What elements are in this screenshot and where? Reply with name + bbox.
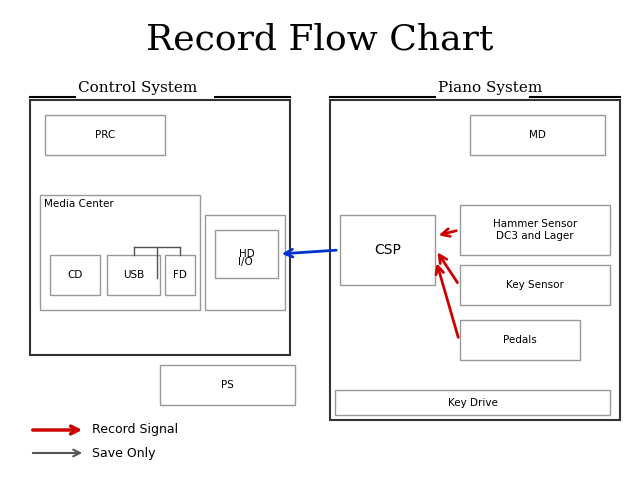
Bar xyxy=(165,255,195,295)
Text: Media Center: Media Center xyxy=(44,199,114,209)
Bar xyxy=(460,320,580,360)
Bar xyxy=(40,195,200,310)
Bar xyxy=(340,215,435,285)
Bar xyxy=(160,365,295,405)
Text: USB: USB xyxy=(123,270,144,280)
Bar xyxy=(460,265,610,305)
Text: I/O: I/O xyxy=(237,257,252,267)
Text: Control System: Control System xyxy=(78,81,197,95)
Bar xyxy=(330,100,620,420)
Bar xyxy=(215,230,278,278)
Text: Save Only: Save Only xyxy=(92,446,156,459)
Text: Piano System: Piano System xyxy=(438,81,542,95)
Text: Record Flow Chart: Record Flow Chart xyxy=(147,23,493,57)
Bar xyxy=(460,205,610,255)
Text: MD: MD xyxy=(529,130,546,140)
Text: Hammer Sensor
DC3 and Lager: Hammer Sensor DC3 and Lager xyxy=(493,219,577,241)
Text: Record Signal: Record Signal xyxy=(92,423,178,436)
Text: CSP: CSP xyxy=(374,243,401,257)
Text: Pedals: Pedals xyxy=(503,335,537,345)
Bar xyxy=(205,215,285,310)
Text: HD: HD xyxy=(239,249,254,259)
Bar xyxy=(107,255,160,295)
Text: PS: PS xyxy=(221,380,234,390)
Text: PRC: PRC xyxy=(95,130,115,140)
Text: FD: FD xyxy=(173,270,187,280)
Bar xyxy=(30,100,290,355)
Bar xyxy=(335,390,610,415)
Text: Key Drive: Key Drive xyxy=(447,397,497,408)
Bar xyxy=(45,115,165,155)
Bar xyxy=(470,115,605,155)
Bar xyxy=(50,255,100,295)
Text: CD: CD xyxy=(67,270,83,280)
Text: Key Sensor: Key Sensor xyxy=(506,280,564,290)
